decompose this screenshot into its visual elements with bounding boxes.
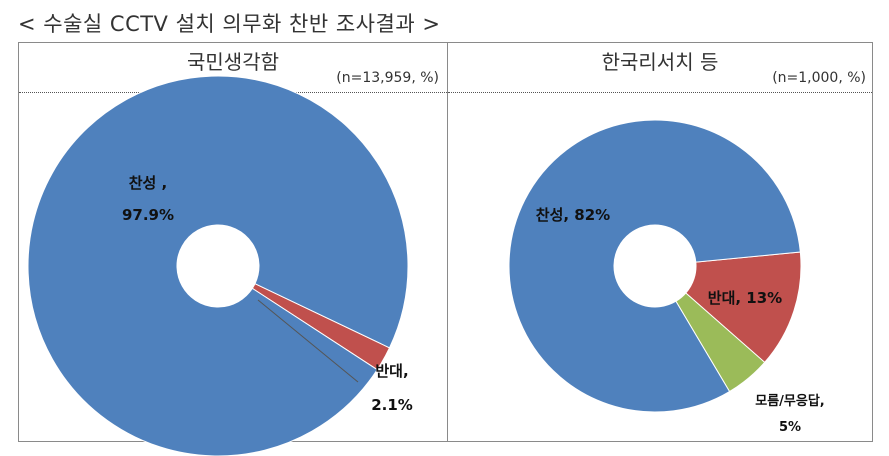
- slice-1-1: [685, 251, 802, 364]
- right-panel-note: (n=1,000, %): [772, 70, 866, 86]
- data-label-value-1-2: 5%: [779, 420, 801, 435]
- panel-divider: [447, 42, 448, 442]
- right-header-rule: [448, 92, 872, 93]
- slice-1-0: [508, 119, 801, 413]
- left-donut-chart: 찬성 , 97.9% 반대, 2.1%: [27, 75, 413, 456]
- data-label-0-0: 찬성 ,: [129, 174, 168, 192]
- left-panel-note: (n=13,959, %): [336, 70, 439, 86]
- leader-line-0: [257, 299, 359, 383]
- left-panel-title: 국민생각함: [187, 50, 279, 74]
- data-label-1-2: 모름/무응답,: [755, 394, 825, 409]
- data-label-0-1: 반대,: [375, 362, 408, 380]
- right-panel-title: 한국리서치 등: [601, 50, 719, 74]
- page-title: < 수술실 CCTV 설치 의무화 찬반 조사결과 >: [18, 12, 441, 36]
- data-label-value-0-1: 2.1%: [371, 396, 413, 414]
- data-label-1-1: 반대, 13%: [708, 289, 782, 307]
- right-donut-chart: 찬성, 82% 반대, 13% 모름/무응답, 5%: [508, 119, 825, 435]
- data-label-1-0: 찬성, 82%: [536, 206, 610, 224]
- chart-frame: [18, 42, 873, 442]
- slice-0-0: [27, 75, 409, 456]
- data-label-value-0-0: 97.9%: [122, 206, 174, 224]
